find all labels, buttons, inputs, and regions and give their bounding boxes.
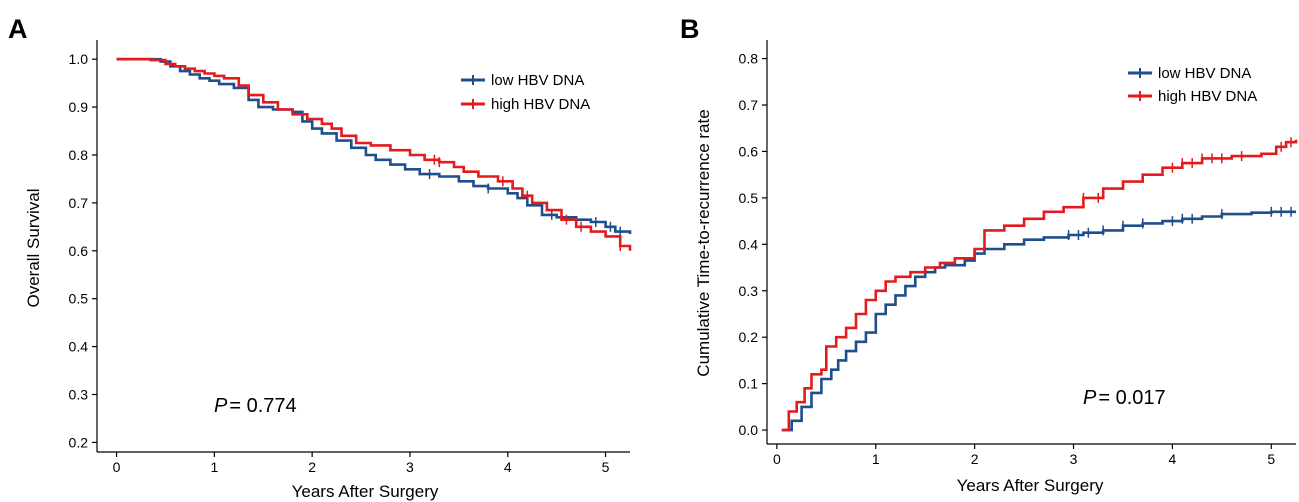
panel-a-y-tick-label: 0.9 xyxy=(69,99,89,115)
panel-a-y-tick-label: 0.4 xyxy=(69,339,89,355)
panel-a-y-tick-label: 0.8 xyxy=(69,147,89,163)
panel-a-y-tick-label: 0.5 xyxy=(69,291,89,307)
panel-b-series-low-hbv-dna xyxy=(781,210,1296,432)
panel-a-p-text: = 0.774 xyxy=(229,395,296,417)
panel-b-p-text: = 0.017 xyxy=(1098,387,1165,409)
panel-b-x-tick-label: 5 xyxy=(1267,451,1275,467)
panel-a-y-tick-label: 0.7 xyxy=(69,195,89,211)
panel-a-letter: A xyxy=(8,14,28,44)
panel-b-x-tick-label: 2 xyxy=(971,451,979,467)
panel-a-y-tick-label: 1.0 xyxy=(69,51,89,67)
panel-a-series-low-hbv-dna xyxy=(116,57,632,234)
panel-a-x-tick-label: 5 xyxy=(602,459,610,475)
panel-a-y-axis-title: Overall Survival xyxy=(24,188,43,307)
panel-b-y-tick-label: 0.6 xyxy=(739,143,759,159)
panel-a-legend: low HBV DNA high HBV DNA xyxy=(461,72,590,113)
panel-a-y-tick-label: 0.6 xyxy=(69,243,89,259)
panel-a-y-tick-label: 0.2 xyxy=(69,434,89,450)
panel-b-x-tick-label: 3 xyxy=(1070,451,1078,467)
panel-a-x-tick-label: 1 xyxy=(210,459,218,475)
panel-a-p-symbol: P xyxy=(214,395,228,417)
panel-b-p-symbol: P xyxy=(1083,387,1097,409)
panel-b-y-tick-label: 0.8 xyxy=(739,51,759,67)
panel-b-x-tick-label: 1 xyxy=(872,451,880,467)
panel-b-x-tick-label: 0 xyxy=(773,451,781,467)
panel-b-x-axis-title: Years After Surgery xyxy=(957,476,1104,495)
panel-a-plot-area: 0.2 0.3 0.4 0.5 0.6 0.7 0.8 0.9 1.0 0 1 2 3 4 5 xyxy=(69,40,632,475)
panel-a-p-value: P = 0.774 xyxy=(214,395,297,417)
panel-a-series-high-hbv-dna xyxy=(116,57,632,251)
panel-a-x-tick-label: 0 xyxy=(113,459,121,475)
panel-b-series-high-hbv-dna xyxy=(781,139,1298,432)
panel-a-y-tick-label: 0.3 xyxy=(69,387,89,403)
panel-b-legend-low-label: low HBV DNA xyxy=(1158,65,1251,82)
panel-b-plot-area: 0.0 0.1 0.2 0.3 0.4 0.5 0.6 0.7 0.8 0 1 2 3 4 5 xyxy=(739,40,1298,467)
panel-a-legend-low-label: low HBV DNA xyxy=(491,72,584,89)
panel-b-chart: B 0.0 0.1 0.2 0.3 0.4 0.5 0.6 0.7 0.8 0 1 2 3 4 5 Year… xyxy=(680,14,1298,495)
panel-a-x-tick-label: 3 xyxy=(406,459,414,475)
panel-a-legend-high-label: high HBV DNA xyxy=(491,96,590,113)
panel-b-x-tick-label: 4 xyxy=(1169,451,1177,467)
panel-b-y-tick-label: 0.3 xyxy=(739,283,759,299)
panel-a-chart: A 0.2 0.3 0.4 0.5 0.6 0.7 0.8 0.9 1.0 0 1 2 3 4 5 Year… xyxy=(8,14,632,501)
panel-b-y-tick-label: 0.2 xyxy=(739,329,759,345)
panel-b-y-tick-label: 0.4 xyxy=(739,236,759,252)
panel-b-y-tick-label: 0.7 xyxy=(739,97,759,113)
panel-a-x-tick-label: 4 xyxy=(504,459,512,475)
panel-a-x-axis-title: Years After Surgery xyxy=(292,482,439,501)
panel-b-y-tick-label: 0.1 xyxy=(739,376,759,392)
panel-b-y-tick-label: 0.5 xyxy=(739,190,759,206)
panel-b-p-value: P = 0.017 xyxy=(1083,387,1166,409)
panel-b-legend: low HBV DNA high HBV DNA xyxy=(1128,65,1257,105)
panel-b-y-axis-title: Cumulative Time-to-recurrence rate xyxy=(694,109,713,376)
panel-a-x-tick-label: 2 xyxy=(308,459,316,475)
panel-b-y-tick-label: 0.0 xyxy=(739,422,759,438)
panel-b-letter: B xyxy=(680,14,700,44)
panel-b-legend-high-label: high HBV DNA xyxy=(1158,88,1257,105)
